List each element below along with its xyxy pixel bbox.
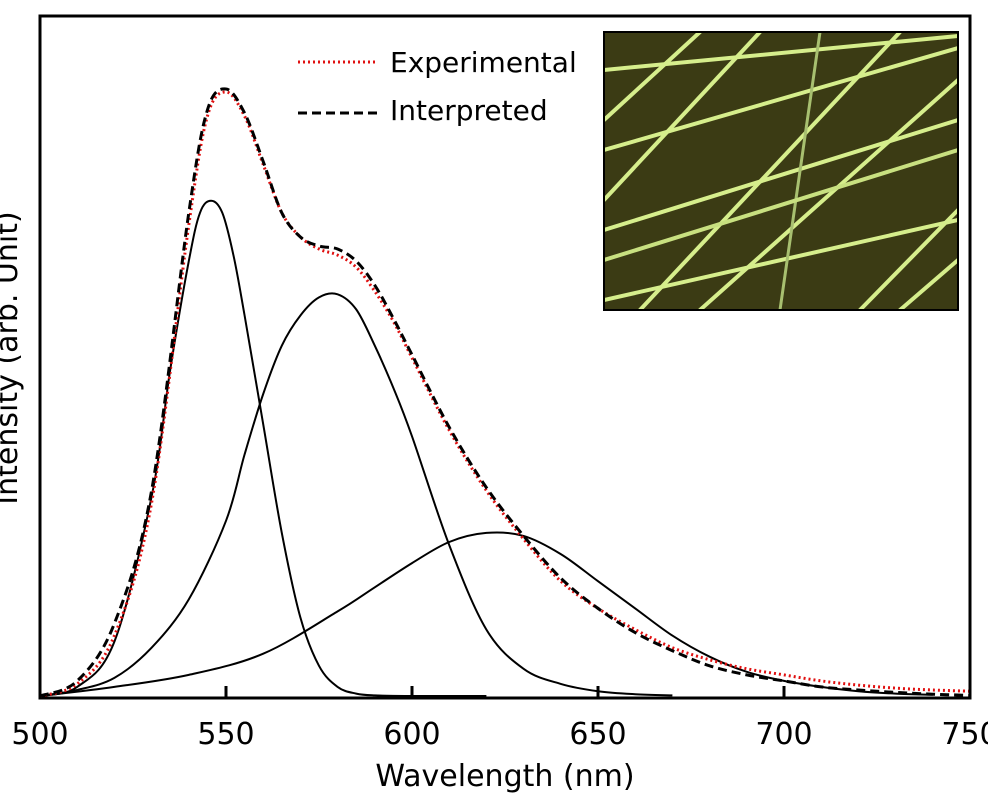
x-tick-label-500: 500 [11, 717, 68, 752]
series-line-experimental [39, 90, 971, 698]
x-tick-label-750: 750 [941, 717, 988, 752]
component-peak-line-3 [39, 531, 933, 697]
series-line-interpreted [39, 87, 971, 698]
curves-group [39, 87, 971, 698]
inset-micrograph [603, 31, 959, 311]
x-ticks-group: 500 550 600 650 700 750 [11, 686, 988, 752]
component-peak-line-2 [39, 292, 673, 697]
x-axis-label: Wavelength (nm) [375, 759, 634, 793]
legend: Experimental Interpreted [298, 46, 577, 127]
x-tick-label-550: 550 [197, 717, 254, 752]
x-tick-label-700: 700 [755, 717, 812, 752]
legend-label-interpreted: Interpreted [390, 94, 548, 127]
legend-label-experimental: Experimental [390, 46, 577, 79]
x-tick-label-650: 650 [569, 717, 626, 752]
component-peak-line-1 [39, 199, 487, 698]
x-tick-label-600: 600 [383, 717, 440, 752]
y-axis-label: Intensity (arb. Unit) [0, 211, 25, 504]
plot-frame [38, 14, 972, 700]
